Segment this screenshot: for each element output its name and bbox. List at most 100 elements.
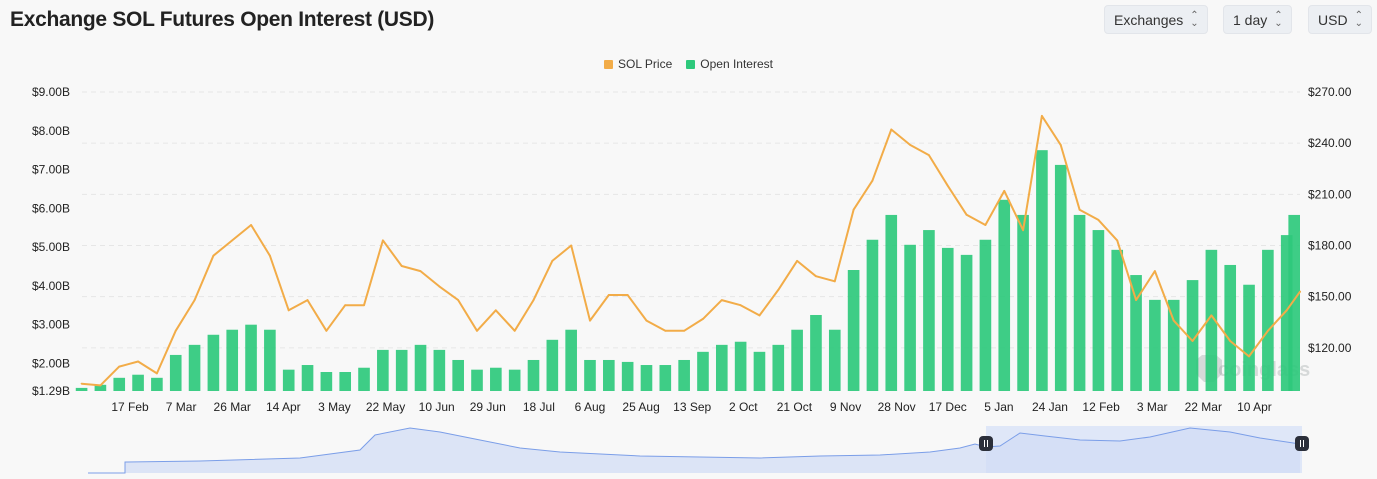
sol-price-point	[1191, 340, 1194, 342]
exchanges-select-label: Exchanges	[1114, 11, 1184, 28]
oi-bar	[282, 369, 295, 391]
sol-price-point	[306, 299, 309, 301]
oi-bar	[113, 377, 126, 391]
legend-swatch-price	[604, 59, 614, 69]
oi-bar	[188, 344, 201, 391]
sol-price-point	[965, 213, 968, 216]
sol-price-point	[419, 270, 422, 272]
oi-bar	[1262, 249, 1274, 391]
navigator-handle-grip-icon	[979, 436, 993, 451]
sol-price-point	[758, 314, 761, 317]
oi-bar	[301, 365, 314, 391]
sol-price-point	[852, 208, 855, 211]
oi-bar	[734, 341, 747, 391]
sol-price-point	[796, 259, 799, 262]
sol-price-point	[250, 224, 252, 226]
sol-price-point	[702, 317, 704, 320]
sol-price-point	[1059, 143, 1062, 146]
y-left-tick-label: $7.00B	[32, 163, 70, 177]
sol-price-point	[777, 288, 780, 291]
sol-price-point	[570, 244, 573, 247]
sol-price-point	[1022, 229, 1024, 232]
sol-price-point	[457, 299, 460, 301]
sol-price-point	[909, 143, 911, 146]
oi-bar	[1167, 299, 1180, 391]
legend-label-oi: Open Interest	[700, 57, 773, 71]
y-left-tick-label: $4.00B	[32, 279, 70, 293]
sol-price-point	[381, 239, 384, 242]
sol-price-point	[118, 365, 121, 368]
oi-bar	[584, 359, 596, 391]
sol-price-point	[815, 275, 817, 278]
sol-price-point	[363, 304, 365, 307]
y-right-tick-label: $120.00	[1308, 341, 1352, 355]
chevron-up-down-icon: ⌃ ⌄	[1354, 9, 1363, 29]
legend-item-sol-price[interactable]: SOL Price	[604, 57, 672, 71]
sol-price-point	[268, 254, 271, 257]
x-tick-label: 29 Jun	[470, 400, 506, 414]
x-tick-label: 10 Apr	[1237, 400, 1272, 414]
x-tick-label: 22 May	[366, 400, 405, 414]
oi-bar	[471, 369, 483, 391]
chart-legend: SOL Price Open Interest	[0, 57, 1377, 71]
sol-price-point	[287, 309, 290, 312]
x-tick-label: 14 Apr	[266, 400, 301, 414]
oi-bar	[527, 359, 540, 391]
interval-select[interactable]: 1 day ⌃ ⌄	[1223, 5, 1292, 34]
sol-price-point	[607, 294, 610, 296]
x-tick-label: 7 Mar	[166, 400, 197, 414]
y-right-tick-label: $180.00	[1308, 239, 1352, 253]
sol-price-point	[438, 285, 441, 288]
sol-price-point	[80, 382, 83, 385]
navigator-line	[88, 427, 1301, 474]
sol-price-point	[645, 319, 648, 322]
x-tick-label: 17 Feb	[111, 400, 149, 414]
y-right-tick-label: $210.00	[1308, 187, 1352, 201]
oi-bar	[923, 230, 935, 391]
oi-bar	[207, 334, 220, 391]
oi-bar	[1224, 264, 1237, 391]
oi-bar	[226, 329, 239, 391]
page-title: Exchange SOL Futures Open Interest (USD)	[10, 8, 435, 31]
navigator-handle[interactable]	[1295, 436, 1309, 451]
legend-item-open-interest[interactable]: Open Interest	[686, 57, 773, 71]
oi-bar	[1130, 275, 1142, 391]
sol-price-point	[984, 224, 987, 226]
oi-bar	[1186, 280, 1199, 391]
sol-price-point	[1210, 314, 1213, 317]
exchanges-select[interactable]: Exchanges ⌃ ⌄	[1104, 5, 1208, 34]
x-tick-label: 26 Mar	[214, 400, 251, 414]
oi-bar	[339, 371, 352, 391]
oi-bar	[395, 349, 408, 391]
oi-bar	[1288, 214, 1300, 391]
sol-price-point	[1229, 340, 1232, 342]
oi-bar	[1073, 214, 1086, 391]
sol-price-point	[1153, 270, 1156, 272]
chevron-up-down-icon: ⌃ ⌄	[1190, 9, 1199, 29]
range-navigator[interactable]	[88, 426, 1309, 474]
oi-bar	[866, 239, 879, 391]
oi-bar	[885, 214, 898, 391]
sol-price-point	[833, 280, 836, 283]
oi-bar	[132, 374, 144, 391]
oi-bar	[1036, 150, 1048, 391]
sol-price-point	[1003, 190, 1006, 192]
oi-bar	[847, 270, 860, 391]
currency-select[interactable]: USD ⌃ ⌄	[1308, 5, 1372, 34]
navigator-handle-grip-icon	[1295, 436, 1309, 451]
oi-bar	[904, 244, 916, 391]
oi-bar	[659, 365, 672, 391]
oi-bar	[565, 329, 577, 391]
oi-bar	[810, 314, 822, 391]
chevron-up-down-icon: ⌃ ⌄	[1274, 9, 1283, 29]
oi-bar	[1243, 284, 1255, 391]
y-left-tick-label: $5.00B	[32, 240, 70, 254]
navigator-handle[interactable]	[979, 436, 993, 451]
sol-price-point	[156, 372, 158, 375]
sol-price-point	[1135, 299, 1137, 301]
y-left-tick-label: $2.00B	[32, 356, 70, 370]
oi-bar	[452, 359, 464, 391]
sol-price-point	[739, 304, 742, 307]
interval-select-label: 1 day	[1233, 11, 1268, 28]
oi-bar	[433, 349, 446, 391]
